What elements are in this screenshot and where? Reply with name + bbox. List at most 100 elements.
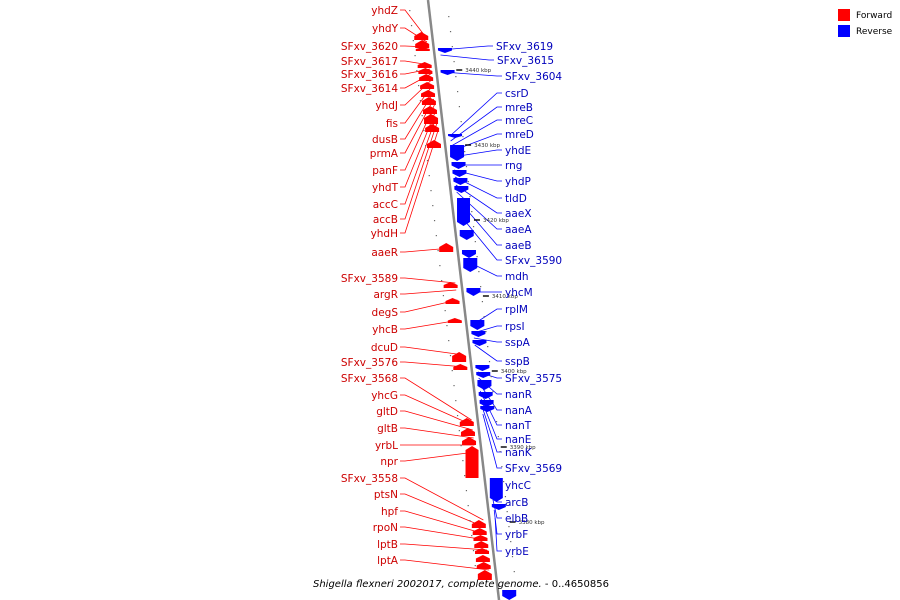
reverse-leader-line <box>454 176 502 199</box>
forward-leader-line <box>400 319 460 330</box>
forward-gene-feature <box>439 243 454 252</box>
reverse-gene-label: elbB <box>505 513 528 525</box>
forward-gene-label: accC <box>373 199 398 211</box>
minor-tick-dot <box>488 361 491 363</box>
reverse-leader-line <box>494 517 502 552</box>
forward-gene-label: ptsN <box>374 489 398 501</box>
forward-leader-line <box>400 377 472 421</box>
minor-tick-dot <box>465 166 468 168</box>
minor-tick-dot <box>410 25 413 27</box>
minor-tick-dot <box>442 295 445 297</box>
minor-tick-dot <box>480 286 482 288</box>
forward-leader-line <box>400 92 434 140</box>
minor-tick-dot <box>471 211 473 213</box>
forward-gene-feature <box>465 446 479 478</box>
forward-leader-line <box>400 104 435 171</box>
legend-forward-swatch <box>838 9 850 21</box>
forward-leader-line <box>400 289 457 295</box>
forward-leader-line <box>400 299 458 313</box>
reverse-gene-label: SFxv_3604 <box>505 71 562 83</box>
genome-backbone <box>426 0 501 600</box>
forward-leader-line <box>400 123 438 220</box>
minor-tick-dot <box>462 136 464 138</box>
minor-tick-dot <box>504 496 507 498</box>
minor-tick-dot <box>495 421 498 423</box>
reverse-gene-label: mreD <box>505 129 534 141</box>
minor-tick-dot <box>458 430 460 432</box>
minor-tick-dot <box>451 46 453 48</box>
minor-tick-dot <box>472 226 475 228</box>
minor-tick-dot <box>432 205 434 207</box>
minor-tick-dot <box>465 490 468 492</box>
forward-leader-line <box>400 510 486 535</box>
forward-gene-feature <box>421 97 436 105</box>
minor-tick-dot <box>426 160 429 162</box>
minor-tick-dot <box>456 415 459 417</box>
forward-gene-feature <box>474 541 489 548</box>
reverse-gene-feature <box>461 250 476 258</box>
minor-tick-dot <box>437 250 439 252</box>
reverse-leader-line <box>473 337 502 343</box>
legend-reverse-label: Reverse <box>856 27 893 37</box>
minor-tick-dot <box>455 400 457 402</box>
minor-tick-dot <box>481 301 484 303</box>
reverse-gene-feature <box>466 288 481 296</box>
forward-gene-feature <box>421 90 436 97</box>
minor-tick-dot <box>419 100 421 102</box>
minor-tick-dot <box>448 16 450 18</box>
reverse-features <box>437 48 517 600</box>
reverse-gene-feature <box>450 145 465 161</box>
reverse-gene-label: mdh <box>505 271 529 283</box>
reverse-gene-feature <box>478 392 493 399</box>
forward-gene-feature <box>460 428 475 436</box>
leader-lines <box>400 9 502 571</box>
reverse-gene-feature <box>437 48 452 53</box>
reverse-gene-feature <box>491 504 506 510</box>
reverse-gene-label: mreB <box>505 102 533 114</box>
forward-gene-feature <box>419 74 434 81</box>
forward-gene-label: lptA <box>377 555 399 567</box>
minor-tick-dot <box>467 505 469 507</box>
forward-gene-feature <box>422 106 437 114</box>
reverse-gene-feature <box>451 162 466 169</box>
reverse-gene-label: yhcM <box>505 287 533 299</box>
reverse-gene-feature <box>475 365 490 371</box>
forward-leader-line <box>400 346 464 356</box>
reverse-leader-line <box>452 149 502 158</box>
forward-gene-label: lptB <box>377 539 398 551</box>
forward-gene-feature <box>476 562 491 569</box>
forward-leader-line <box>400 85 433 124</box>
minor-tick-dot <box>428 175 430 177</box>
minor-tick-dot <box>476 256 478 258</box>
reverse-gene-feature <box>457 198 471 226</box>
reverse-gene-label: rplM <box>505 304 528 316</box>
legend-reverse-swatch <box>838 25 850 37</box>
reverse-gene-feature <box>453 178 468 185</box>
forward-gene-label: gltD <box>376 406 398 418</box>
forward-gene-label: SFxv_3558 <box>341 473 398 485</box>
forward-gene-label: panF <box>372 165 398 177</box>
minor-tick-dot <box>508 526 510 528</box>
reverse-gene-feature <box>470 320 485 330</box>
minor-tick-dot <box>462 460 464 462</box>
reverse-gene-label: SFxv_3590 <box>505 255 562 267</box>
reverse-gene-label: nanR <box>505 389 532 401</box>
minor-tick-dot <box>472 550 475 552</box>
reverse-gene-feature <box>471 331 486 337</box>
reverse-leader-line <box>482 413 502 469</box>
minor-tick-dot <box>430 190 432 192</box>
reverse-leader-line <box>440 54 494 61</box>
forward-leader-line <box>400 493 485 528</box>
minor-tick-dot <box>497 436 499 438</box>
reverse-gene-feature <box>459 230 474 240</box>
minor-tick-dot <box>506 511 508 513</box>
forward-gene-label: SFxv_3616 <box>341 69 398 81</box>
forward-gene-label: gltB <box>377 423 398 435</box>
reverse-gene-label: SFxv_3575 <box>505 373 562 385</box>
forward-gene-label: accB <box>373 214 398 226</box>
reverse-gene-label: tldD <box>505 193 527 205</box>
minor-tick-dot <box>510 541 512 543</box>
